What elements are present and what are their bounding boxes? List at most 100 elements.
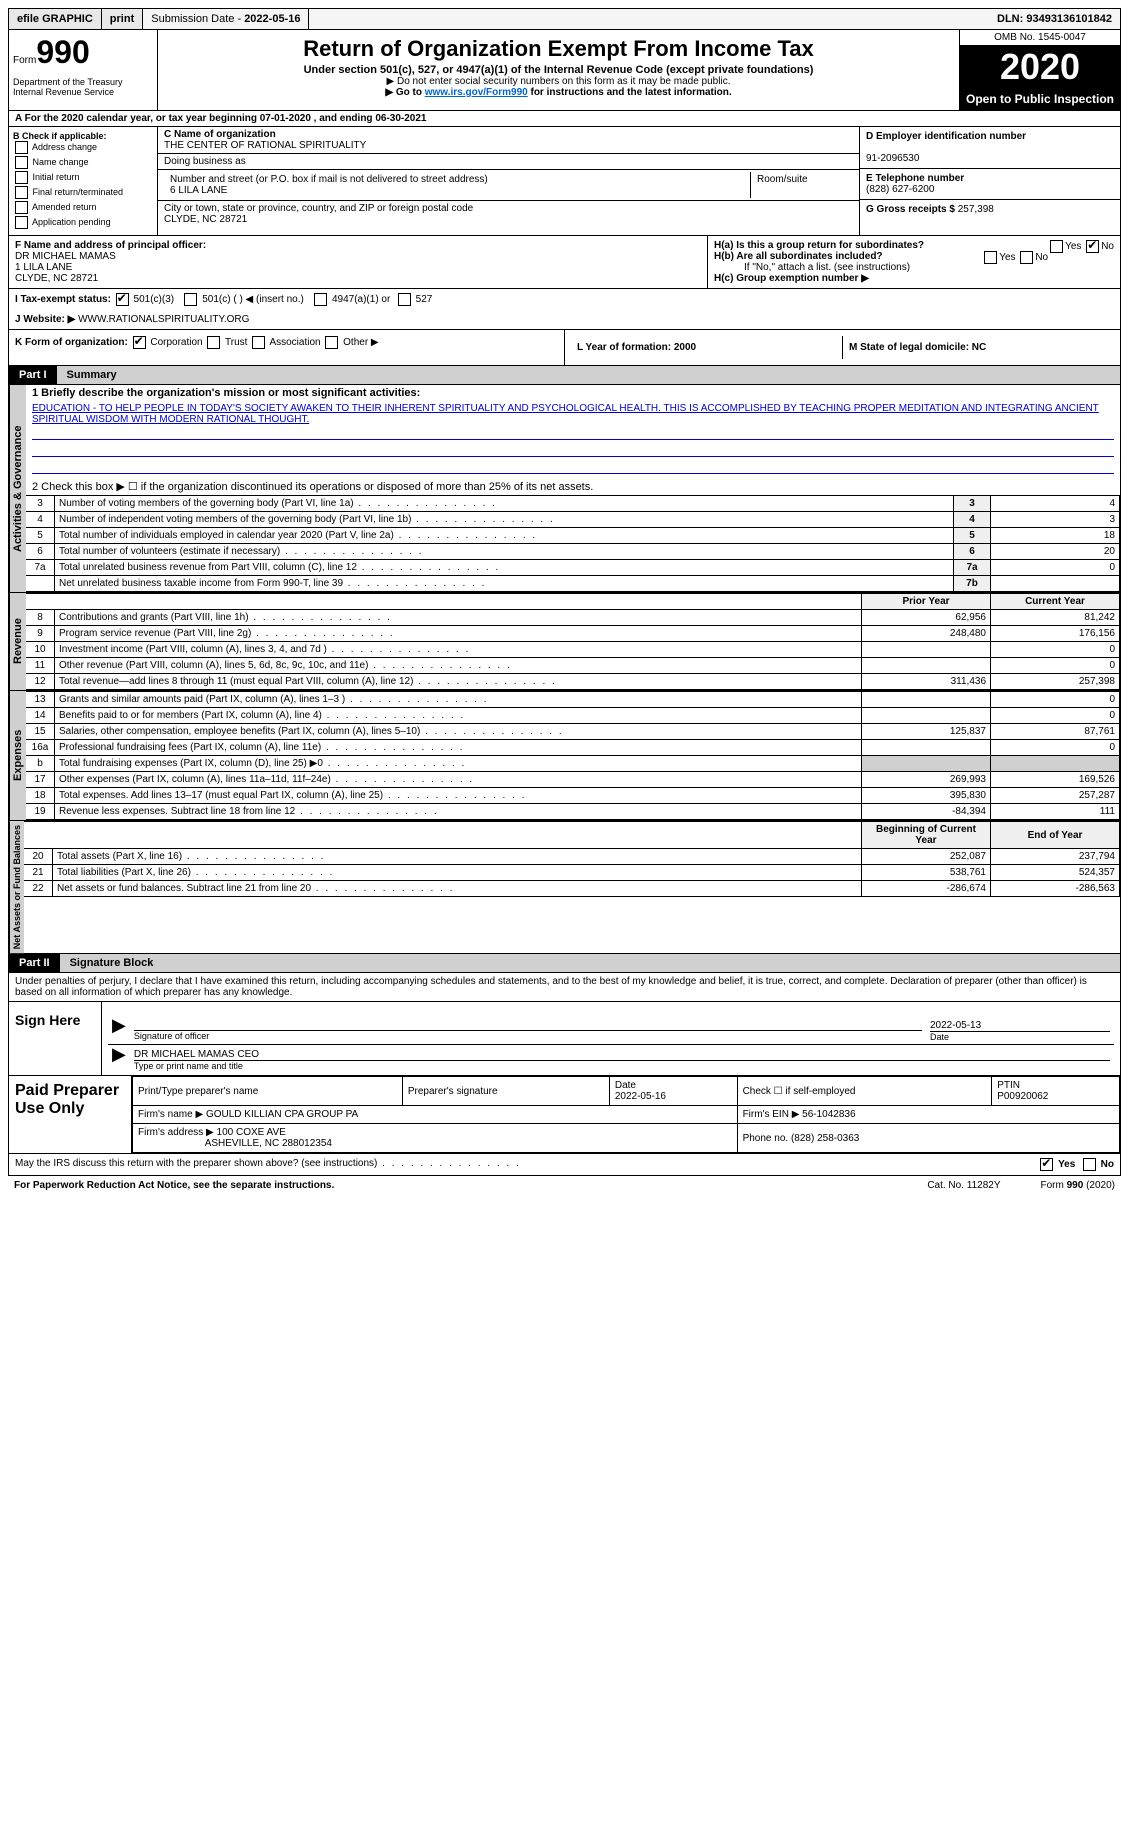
ha-row: H(a) Is this a group return for subordin… [714, 240, 1114, 251]
check-application-pending[interactable]: Application pending [13, 216, 153, 229]
discuss-row: May the IRS discuss this return with the… [8, 1154, 1121, 1176]
table-row: 20Total assets (Part X, line 16)252,0872… [24, 849, 1120, 865]
expenses-table: 13Grants and similar amounts paid (Part … [26, 691, 1120, 820]
prep-header-selfemp: Check ☐ if self-employed [737, 1077, 992, 1106]
check-527[interactable] [398, 293, 411, 306]
phone-value: (828) 627-6200 [866, 184, 934, 195]
print-button[interactable]: print [102, 9, 143, 29]
note-ssn: ▶ Do not enter social security numbers o… [162, 76, 955, 87]
table-row: 6Total number of volunteers (estimate if… [26, 544, 1120, 560]
form-label: Form [13, 55, 36, 66]
preparer-table: Print/Type preparer's name Preparer's si… [132, 1076, 1120, 1153]
ein-value: 91-2096530 [866, 153, 919, 164]
signature-arrow-icon: ▶ [108, 1047, 130, 1073]
check-address-change[interactable]: Address change [13, 141, 153, 154]
footer-catno: Cat. No. 11282Y [927, 1180, 1000, 1191]
section-b-header: B Check if applicable: [13, 131, 107, 141]
check-amended-return[interactable]: Amended return [13, 201, 153, 214]
table-row: 5Total number of individuals employed in… [26, 528, 1120, 544]
check-final-return[interactable]: Final return/terminated [13, 186, 153, 199]
dln-cell: DLN: 93493136101842 [989, 9, 1120, 29]
mission-blank-line [32, 427, 1114, 440]
section-b-checks: B Check if applicable: Address change Na… [9, 127, 158, 235]
part2-label: Part II [9, 954, 60, 972]
row-j: J Website: ▶ WWW.RATIONALSPIRITUALITY.OR… [8, 310, 1121, 330]
officer-printed-name: DR MICHAEL MAMAS CEO [134, 1049, 259, 1060]
check-501c3[interactable] [116, 293, 129, 306]
form-number: 990 [36, 34, 89, 70]
part2-header-row: Part II Signature Block [8, 954, 1121, 973]
discuss-text: May the IRS discuss this return with the… [15, 1158, 521, 1171]
k-label: K Form of organization: [15, 337, 128, 348]
part1-governance-section: Activities & Governance 1 Briefly descri… [8, 385, 1121, 593]
submission-date-label: Submission Date - [151, 13, 241, 25]
table-row: 11Other revenue (Part VIII, column (A), … [26, 658, 1120, 674]
part1-netassets-section: Net Assets or Fund Balances Beginning of… [8, 821, 1121, 954]
city-label: City or town, state or province, country… [164, 203, 473, 214]
line2-text: 2 Check this box ▶ ☐ if the organization… [26, 478, 1120, 495]
part1-expenses-section: Expenses 13Grants and similar amounts pa… [8, 691, 1121, 821]
note-post: for instructions and the latest informat… [528, 87, 732, 98]
ein-cell: D Employer identification number 91-2096… [860, 127, 1120, 169]
c-label: C Name of organization [164, 129, 276, 140]
group-return-cell: H(a) Is this a group return for subordin… [707, 236, 1120, 288]
table-row: 16aProfessional fundraising fees (Part I… [26, 740, 1120, 756]
m-state-domicile: M State of legal domicile: NC [843, 336, 1114, 359]
prep-header-sig: Preparer's signature [402, 1077, 609, 1106]
netassets-table: Beginning of Current YearEnd of Year 20T… [24, 821, 1120, 897]
form-title: Return of Organization Exempt From Incom… [162, 36, 955, 62]
check-other[interactable] [325, 336, 338, 349]
line1-label: 1 Briefly describe the organization's mi… [26, 385, 1120, 401]
vert-label-revenue: Revenue [9, 593, 26, 690]
check-4947[interactable] [314, 293, 327, 306]
col-boy: Beginning of Current Year [862, 822, 991, 849]
table-row: 19Revenue less expenses. Subtract line 1… [26, 804, 1120, 820]
check-501c[interactable] [184, 293, 197, 306]
officer-addr1: 1 LILA LANE [15, 262, 72, 273]
form-number-box: Form990 Department of the Treasury Inter… [9, 30, 158, 110]
row-klm: K Form of organization: Corporation Trus… [8, 330, 1121, 366]
gross-receipts-label: G Gross receipts $ [866, 204, 955, 215]
dln-value: 93493136101842 [1026, 13, 1112, 25]
omb-number: OMB No. 1545-0047 [960, 30, 1120, 46]
table-row: 18Total expenses. Add lines 13–17 (must … [26, 788, 1120, 804]
check-initial-return[interactable]: Initial return [13, 171, 153, 184]
check-trust[interactable] [207, 336, 220, 349]
k-cell: K Form of organization: Corporation Trus… [9, 330, 564, 365]
org-name-cell: C Name of organization THE CENTER OF RAT… [158, 127, 859, 154]
table-row: 14Benefits paid to or for members (Part … [26, 708, 1120, 724]
section-deg-block: D Employer identification number 91-2096… [859, 127, 1120, 235]
form-subtitle: Under section 501(c), 527, or 4947(a)(1)… [162, 64, 955, 76]
efile-graphic-button[interactable]: efile GRAPHIC [9, 9, 102, 29]
table-row: 8Contributions and grants (Part VIII, li… [26, 610, 1120, 626]
footer-left: For Paperwork Reduction Act Notice, see … [14, 1180, 334, 1191]
part2-title: Signature Block [60, 954, 1120, 972]
org-name: THE CENTER OF RATIONAL SPIRITUALITY [164, 140, 366, 151]
discuss-no-checkbox[interactable] [1083, 1158, 1096, 1171]
gross-receipts-cell: G Gross receipts $ 257,398 [860, 200, 1120, 219]
irs-form990-link[interactable]: www.irs.gov/Form990 [425, 87, 528, 98]
vert-label-governance: Activities & Governance [9, 385, 26, 592]
type-name-label: Type or print name and title [134, 1060, 1110, 1071]
paid-preparer-block: Paid Preparer Use Only Print/Type prepar… [8, 1076, 1121, 1154]
section-c-block: C Name of organization THE CENTER OF RAT… [158, 127, 859, 235]
open-to-public: Open to Public Inspection [960, 88, 1120, 110]
prep-header-date: Date2022-05-16 [609, 1077, 737, 1106]
check-association[interactable] [252, 336, 265, 349]
page-footer: For Paperwork Reduction Act Notice, see … [8, 1176, 1121, 1195]
check-corporation[interactable] [133, 336, 146, 349]
signature-block: Sign Here ▶ Signature of officer 2022-05… [8, 1002, 1121, 1076]
check-name-change[interactable]: Name change [13, 156, 153, 169]
discuss-yes-checkbox[interactable] [1040, 1158, 1053, 1171]
room-suite-label: Room/suite [751, 172, 853, 198]
table-row: 17Other expenses (Part IX, column (A), l… [26, 772, 1120, 788]
part1-label: Part I [9, 366, 57, 384]
mission-text: EDUCATION - TO HELP PEOPLE IN TODAY'S SO… [26, 401, 1120, 427]
row-i: I Tax-exempt status: 501(c)(3) 501(c) ( … [8, 289, 1121, 310]
officer-addr2: CLYDE, NC 28721 [15, 273, 98, 284]
hc-row: H(c) Group exemption number ▶ [714, 273, 1114, 284]
table-row: 21Total liabilities (Part X, line 26)538… [24, 865, 1120, 881]
submission-date-value: 2022-05-16 [244, 13, 300, 25]
table-row: 7aTotal unrelated business revenue from … [26, 560, 1120, 576]
title-box: Return of Organization Exempt From Incom… [158, 30, 959, 110]
